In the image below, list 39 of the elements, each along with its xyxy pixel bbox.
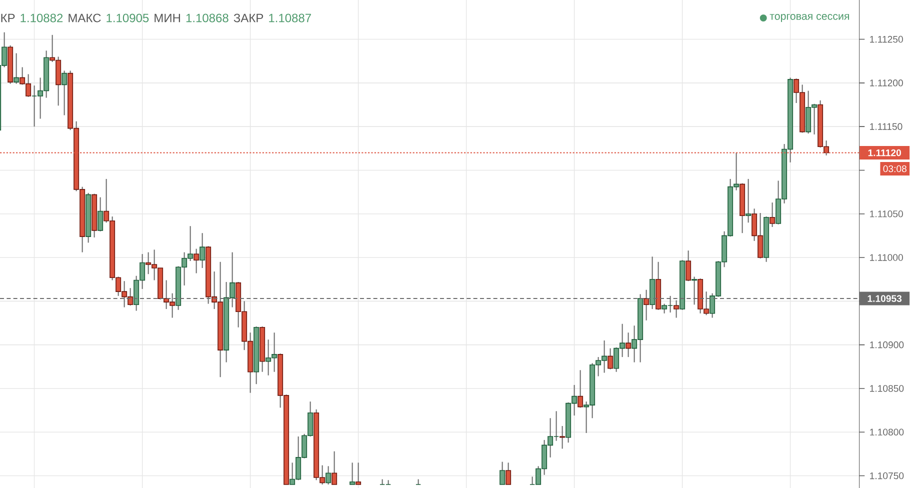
candlestick bbox=[98, 196, 104, 232]
y-tick-label: 1.10750 bbox=[870, 472, 904, 480]
annotation: 1.10887 bbox=[269, 14, 311, 22]
annotation: ЗАКР bbox=[234, 14, 264, 22]
candlestick bbox=[686, 250, 692, 282]
candlestick bbox=[746, 178, 752, 224]
annotation: МИН bbox=[154, 14, 180, 22]
y-tick-label: 1.11200 bbox=[870, 80, 903, 86]
candlestick bbox=[578, 370, 584, 408]
candlestick bbox=[356, 462, 362, 485]
text: 03:08 bbox=[883, 165, 906, 172]
candlestick bbox=[200, 232, 206, 268]
annotation: 1.10905 bbox=[106, 14, 149, 22]
ref-line-label: 1.11120 bbox=[868, 149, 901, 156]
y-tick-label: 1.11250 bbox=[870, 36, 903, 43]
annotation: КР bbox=[1, 14, 15, 22]
candlestick bbox=[350, 462, 356, 485]
ref-line-label: 1.10953 bbox=[868, 295, 902, 302]
y-tick-label: 1.11150 bbox=[870, 123, 902, 130]
candlestick bbox=[500, 461, 506, 485]
y-tick-label: 1.10800 bbox=[870, 428, 904, 436]
candlestick bbox=[770, 202, 776, 228]
candlestick bbox=[14, 52, 20, 84]
candlestick bbox=[626, 332, 632, 358]
y-tick-label: 1.11050 bbox=[870, 210, 903, 218]
candlestick bbox=[62, 70, 68, 116]
annotation: МАКС bbox=[68, 14, 101, 22]
annotation: 1.10868 bbox=[186, 14, 228, 22]
candlestick bbox=[332, 450, 338, 485]
annotation: 1.10882 bbox=[20, 14, 63, 22]
y-tick-label: 1.10900 bbox=[870, 341, 904, 348]
candlestick bbox=[506, 462, 512, 485]
y-tick-label: 1.11000 bbox=[870, 254, 903, 261]
candlestick bbox=[194, 248, 200, 274]
candlestick bbox=[560, 426, 566, 450]
annotation: торговая сессия bbox=[770, 14, 849, 22]
y-tick-label: 1.10850 bbox=[870, 385, 904, 392]
candlestick bbox=[608, 348, 614, 370]
candlestick bbox=[326, 466, 332, 485]
